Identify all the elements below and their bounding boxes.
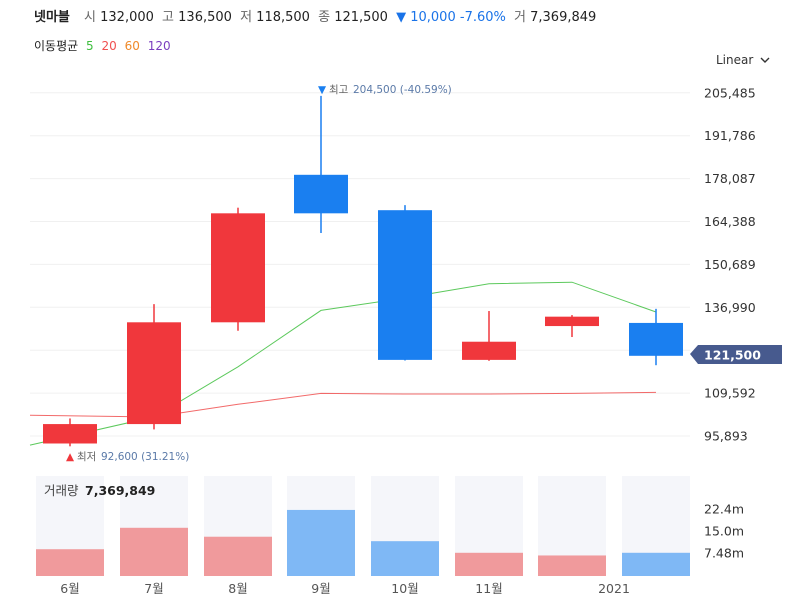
open-label: 시 xyxy=(84,10,96,25)
volume-bars xyxy=(36,476,690,576)
volume-value: 7,369,849 xyxy=(530,10,597,25)
candle[interactable] xyxy=(629,308,683,366)
low-value: 118,500 xyxy=(256,10,310,25)
volume-bar[interactable] xyxy=(455,552,523,576)
price-tick-label: 150,689 xyxy=(704,257,756,272)
volume-tick-label: 15.0m xyxy=(704,524,744,539)
x-tick-label: 7월 xyxy=(144,581,163,596)
candle[interactable] xyxy=(211,207,265,331)
quote-header: 넷마블 시 132,000 고 136,500 저 118,500 종 121,… xyxy=(34,6,596,25)
volume-tick-label: 22.4m xyxy=(704,502,744,517)
high-annotation: ▼ 최고 204,500 (-40.59%) xyxy=(318,84,452,96)
stock-name: 넷마블 xyxy=(34,10,70,25)
price-tick-label: 205,485 xyxy=(704,85,756,100)
change-arrow-icon: ▼ xyxy=(396,10,407,25)
volume-bar[interactable] xyxy=(287,509,355,576)
candles xyxy=(43,95,683,447)
ma-60[interactable]: 60 xyxy=(124,39,140,53)
candle-body xyxy=(545,316,599,327)
volume-bar[interactable] xyxy=(36,549,104,576)
open-value: 132,000 xyxy=(100,10,154,25)
volume-tick-label: 7.48m xyxy=(704,546,744,561)
low-annotation-label: 최저 xyxy=(77,451,96,463)
ma-20[interactable]: 20 xyxy=(101,39,117,53)
price-tick-label: 136,990 xyxy=(704,300,756,315)
candle[interactable] xyxy=(127,304,181,430)
candle-body xyxy=(462,341,516,360)
scale-dropdown[interactable]: Linear xyxy=(716,53,770,67)
moving-average-legend: 이동평균 5 20 60 120 xyxy=(34,37,175,54)
axis-labels: 205,485 191,786 178,087 164,388 150,689 136,9… xyxy=(60,85,755,596)
volume-bar[interactable] xyxy=(204,536,272,576)
current-price-tag: 121,500 xyxy=(690,345,782,364)
volume-label: 거 xyxy=(514,10,526,25)
x-tick-label: 6월 xyxy=(60,581,79,596)
moving-average-lines xyxy=(29,281,657,446)
candle[interactable] xyxy=(545,315,599,338)
price-tick-label: 178,087 xyxy=(704,171,756,186)
candle-body xyxy=(211,213,265,323)
change-amount: 10,000 xyxy=(410,10,456,25)
change-value: ▼ 10,000 -7.60% xyxy=(396,10,506,25)
candle-body xyxy=(378,210,432,360)
candle-body xyxy=(294,174,348,214)
high-value: 136,500 xyxy=(178,10,232,25)
x-tick-label: 10월 xyxy=(391,581,418,596)
volume-legend: 거래량 7,369,849 xyxy=(44,483,155,498)
high-annotation-label: 최고 xyxy=(329,84,349,96)
close-value: 121,500 xyxy=(334,10,388,25)
candle-body xyxy=(127,322,181,425)
current-price-value: 121,500 xyxy=(704,348,761,363)
low-annotation-arrow-icon: ▲ xyxy=(66,451,75,463)
low-annotation: ▲ 최저 92,600 (31.21%) xyxy=(66,451,189,463)
change-percent: -7.60% xyxy=(459,10,506,25)
x-tick-label: 8월 xyxy=(228,581,247,596)
high-annotation-arrow-icon: ▼ xyxy=(318,84,327,96)
candle[interactable] xyxy=(294,95,348,234)
ma-line-5 xyxy=(29,281,657,446)
high-annotation-value: 204,500 (-40.59%) xyxy=(353,84,452,96)
volume-bar[interactable] xyxy=(120,527,188,576)
candle-body xyxy=(43,424,97,444)
high-label: 고 xyxy=(162,10,175,25)
price-tick-label: 164,388 xyxy=(704,214,756,229)
low-label: 저 xyxy=(240,10,253,25)
volume-panel-label: 거래량 xyxy=(44,483,79,498)
volume-bar[interactable] xyxy=(622,552,690,576)
chevron-down-icon xyxy=(760,57,770,63)
volume-bar[interactable] xyxy=(371,541,439,576)
scale-value: Linear xyxy=(716,53,754,67)
candle[interactable] xyxy=(378,205,432,361)
candle[interactable] xyxy=(462,311,516,361)
moving-average-label: 이동평균 xyxy=(34,39,79,53)
low-annotation-value: 92,600 (31.21%) xyxy=(101,451,189,463)
ma-120[interactable]: 120 xyxy=(147,39,171,53)
candle-body xyxy=(629,322,683,356)
price-tick-label: 191,786 xyxy=(704,128,756,143)
volume-panel-value: 7,369,849 xyxy=(85,483,155,498)
price-tick-label: 95,893 xyxy=(704,429,748,444)
x-tick-label: 11월 xyxy=(475,581,502,596)
close-label: 종 xyxy=(318,10,331,25)
ma-line-20 xyxy=(29,391,657,418)
volume-bar[interactable] xyxy=(538,555,606,576)
x-tick-label: 9월 xyxy=(311,581,330,596)
candle[interactable] xyxy=(43,418,97,447)
x-tick-label: 2021 xyxy=(598,581,630,596)
price-tick-label: 109,592 xyxy=(704,386,756,401)
ma-5[interactable]: 5 xyxy=(86,39,94,53)
